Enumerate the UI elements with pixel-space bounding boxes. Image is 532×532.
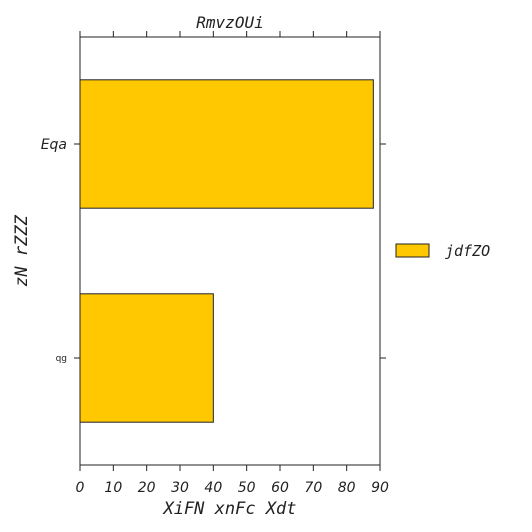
x-tick-label-30: 30 xyxy=(171,480,189,496)
x-tick-label-20: 20 xyxy=(138,480,156,496)
y-axis-label: zN rZZZ xyxy=(12,214,32,286)
bar-qg xyxy=(79,293,214,423)
legend: jdfZO xyxy=(395,242,490,260)
bars-group xyxy=(79,79,374,423)
x-tick-label-60: 60 xyxy=(271,480,289,496)
ticks-group: Eqa qg 0 10 20 30 40 50 60 70 80 90 xyxy=(41,31,389,496)
x-tick-label-0: 0 xyxy=(76,480,85,496)
legend-label: jdfZO xyxy=(445,242,490,260)
x-tick-label-90: 90 xyxy=(371,480,389,496)
x-tick-label-80: 80 xyxy=(338,480,356,496)
legend-swatch xyxy=(395,243,430,258)
x-tick-label-70: 70 xyxy=(304,480,322,496)
x-tick-label-40: 40 xyxy=(204,480,222,496)
x-tick-label-50: 50 xyxy=(238,480,256,496)
plot-frame xyxy=(79,36,381,466)
chart-title: RmvzOUi xyxy=(196,13,263,32)
x-tick-label-10: 10 xyxy=(104,480,122,496)
y-tick-label-Eqa: Eqa xyxy=(41,137,67,153)
x-axis-label: XiFN xnFc Xdt xyxy=(161,499,296,519)
bar-Eqa xyxy=(79,79,374,209)
y-tick-label-qg: qg xyxy=(56,354,67,364)
